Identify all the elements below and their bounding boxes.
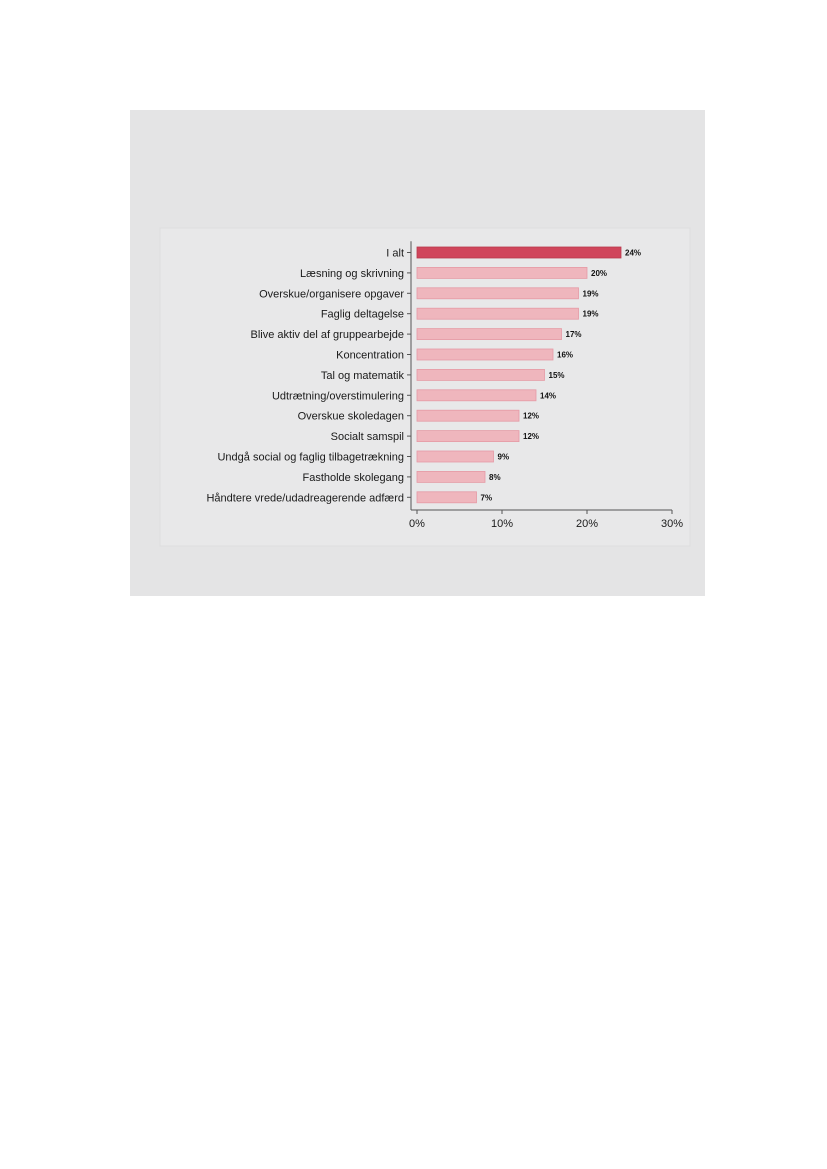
bar: [416, 266, 588, 279]
category-label: Faglig deltagelse: [321, 309, 404, 321]
value-label: 24%: [625, 249, 641, 258]
category-label: Tal og matematik: [321, 370, 405, 382]
bar: [416, 430, 520, 443]
value-label: 16%: [557, 351, 573, 360]
bar-highlight: [416, 246, 622, 259]
bar: [416, 368, 545, 381]
axis-layer: I alt Læsning og skrivning Overskue/organi…: [206, 241, 683, 530]
bars-layer: 24% 20% 19% 19% 17% 16% 15% 14% 12% 12% 9% 8% 7%: [416, 246, 641, 504]
x-tick-label: 30%: [661, 518, 683, 530]
value-label: 19%: [583, 289, 599, 298]
category-label: Håndtere vrede/udadreagerende adfærd: [206, 492, 404, 504]
category-label: Læsning og skrivning: [300, 268, 404, 280]
bar: [416, 389, 537, 402]
category-label: Undgå social og faglig tilbagetrækning: [217, 452, 404, 464]
bar-chart: 24% 20% 19% 19% 17% 16% 15% 14% 12% 12% 9% 8% 7% I a…: [159, 227, 691, 547]
category-label: Overskue/organisere opgaver: [259, 288, 404, 300]
category-label: Overskue skoledagen: [298, 411, 404, 423]
category-label: Blive aktiv del af gruppearbejde: [251, 329, 404, 341]
x-tick-label: 10%: [491, 518, 513, 530]
bar: [416, 287, 579, 300]
bar: [416, 450, 494, 463]
value-label: 12%: [523, 412, 539, 421]
bar: [416, 409, 520, 422]
category-label: Koncentration: [336, 350, 404, 362]
value-label: 15%: [549, 371, 565, 380]
value-label: 9%: [498, 453, 510, 462]
category-label: Udtrætning/overstimulering: [272, 390, 404, 402]
bar: [416, 491, 477, 504]
value-label: 12%: [523, 432, 539, 441]
value-label: 17%: [566, 330, 582, 339]
value-label: 20%: [591, 269, 607, 278]
value-label: 19%: [583, 310, 599, 319]
bar: [416, 348, 554, 361]
value-label: 7%: [481, 493, 493, 502]
bar: [416, 470, 486, 483]
category-label: I alt: [386, 248, 404, 260]
bar: [416, 307, 579, 320]
value-label: 8%: [489, 473, 501, 482]
category-label: Fastholde skolegang: [302, 472, 404, 484]
bar: [416, 328, 562, 341]
category-label: Socialt samspil: [331, 431, 404, 443]
x-tick-label: 20%: [576, 518, 598, 530]
chart-panel: 24% 20% 19% 19% 17% 16% 15% 14% 12% 12% 9% 8% 7% I a…: [130, 110, 705, 596]
x-tick-label: 0%: [409, 518, 425, 530]
value-label: 14%: [540, 391, 556, 400]
